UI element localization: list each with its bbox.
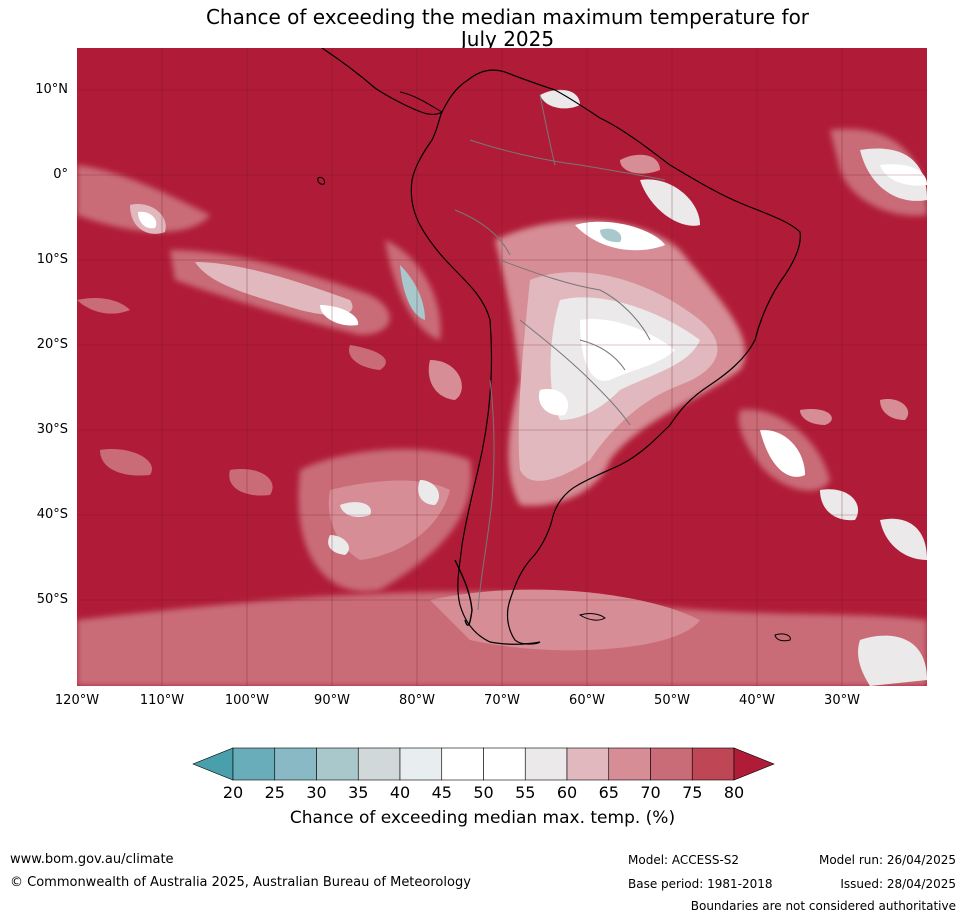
colorbar-title: Chance of exceeding median max. temp. (%… [289,808,676,828]
lon-label: 100°W [224,693,270,708]
colorbar-swatch [399,747,443,781]
lon-label: 120°W [54,693,100,708]
colorbar-tick-label: 25 [264,783,285,802]
footer-copyright: © Commonwealth of Australia 2025, Austra… [10,875,471,890]
colorbar-swatch [483,747,526,781]
colorbar-swatch [691,747,735,781]
colorbar-extension-low [192,747,234,781]
coastline [317,48,801,645]
colorbar-swatch [566,747,610,781]
colorbar-swatch [357,747,401,781]
lon-label: 110°W [139,693,185,708]
colorbar-extension-high [733,747,775,781]
colorbar-swatch [441,747,484,781]
footer-model: Model: ACCESS-S2 [628,853,740,867]
colorbar-tick-label: 70 [640,783,661,802]
footer-url: www.bom.gov.au/climate [10,852,174,867]
colorbar-swatch [232,747,276,781]
colorbar-tick-label: 60 [556,783,578,802]
lat-label: 40°S [36,507,68,522]
lon-label: 70°W [484,693,520,708]
colorbar-swatch [608,747,651,781]
colorbar-swatch [274,747,317,781]
colorbar-tick-label: 75 [682,783,703,802]
lon-label: 30°W [824,693,860,708]
colorbar-swatch [316,747,359,781]
footer-model-run: Model run: 26/04/2025 [818,853,956,867]
chart-title-month: July 2025 [460,27,555,51]
graticule [77,48,927,686]
lon-label: 50°W [654,693,690,708]
lat-label: 10°N [35,82,68,97]
colorbar-tick-label: 55 [515,783,536,802]
lat-label: 50°S [36,592,68,607]
lon-label: 40°W [739,693,775,708]
lat-label: 30°S [36,422,68,437]
colorbar-swatch [650,747,693,781]
colorbar [192,747,775,781]
lat-label: 10°S [36,252,68,267]
colorbar-tick-label: 45 [431,783,452,802]
lat-label: 0° [53,167,68,182]
colorbar-tick-label: 20 [222,783,244,802]
lon-label: 80°W [399,693,435,708]
colorbar-tick-label: 40 [389,783,411,802]
colorbar-tick-label: 35 [348,783,369,802]
lon-label: 60°W [569,693,605,708]
lat-label: 20°S [36,337,68,352]
colorbar-tick-label: 30 [306,783,327,802]
lon-label: 90°W [314,693,350,708]
footer-disclaimer: Boundaries are not considered authoritat… [690,899,956,913]
colorbar-swatch [524,747,568,781]
colorbar-tick-label: 50 [473,783,494,802]
colorbar-tick-label: 80 [723,783,745,802]
footer-base-period: Base period: 1981-2018 [628,877,773,891]
colorbar-tick-label: 65 [598,783,619,802]
chart-title: Chance of exceeding the median maximum t… [205,5,810,29]
footer-issued: Issued: 28/04/2025 [840,877,956,891]
